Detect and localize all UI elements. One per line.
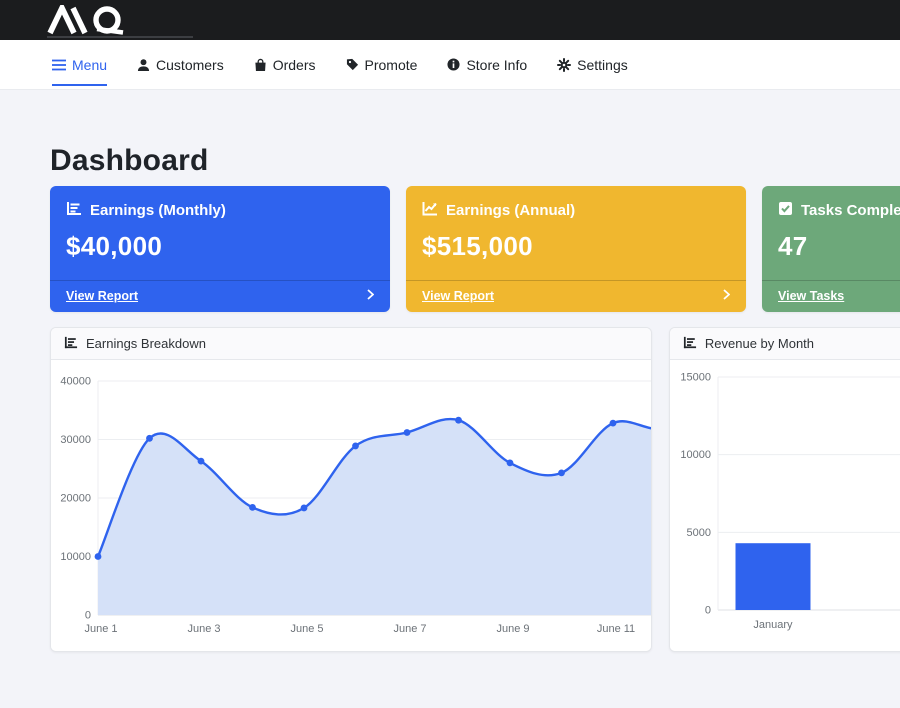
- svg-text:June 5: June 5: [290, 623, 323, 635]
- svg-text:June 3: June 3: [187, 623, 220, 635]
- charts-row: Earnings Breakdown 0 10000 20000 30000 40000…: [50, 327, 900, 652]
- stat-cards-row: Earnings (Monthly) $40,000 View Report E…: [50, 186, 900, 312]
- revenue-by-month-chart: 0 5000 10000 15000 January: [669, 360, 900, 651]
- nav-item-settings[interactable]: Settings: [557, 40, 628, 89]
- view-tasks-link[interactable]: View Tasks: [762, 280, 900, 312]
- svg-text:June 9: June 9: [496, 623, 529, 635]
- stat-card-value: $515,000: [422, 231, 533, 261]
- page-title: Dashboard: [50, 144, 209, 177]
- nav-item-label: Promote: [364, 56, 418, 73]
- chart-bar-icon: [683, 336, 697, 352]
- chevron-right-icon: [367, 289, 375, 303]
- stat-card-title: Earnings (Annual): [446, 202, 576, 219]
- svg-text:June 7: June 7: [393, 623, 426, 635]
- chart-bar-icon: [66, 201, 82, 220]
- svg-text:January: January: [753, 619, 793, 631]
- info-icon: [447, 58, 460, 71]
- svg-text:June 11: June 11: [597, 623, 635, 635]
- svg-text:June 1: June 1: [84, 623, 117, 635]
- nav-item-store-info[interactable]: Store Info: [447, 40, 527, 89]
- stat-card-title: Earnings (Monthly): [90, 202, 226, 219]
- svg-text:10000: 10000: [60, 551, 91, 563]
- dashboard-page: Dashboard Earnings (Monthly) $40,000 Vie…: [50, 144, 900, 652]
- tag-icon: [346, 58, 359, 71]
- top-app-bar: [0, 0, 900, 40]
- svg-text:5000: 5000: [686, 527, 710, 539]
- svg-text:30000: 30000: [60, 434, 91, 446]
- main-navbar: Menu Customers Orders Promote Store Info: [0, 40, 900, 90]
- nav-item-label: Store Info: [466, 56, 528, 73]
- svg-text:0: 0: [705, 605, 711, 617]
- nav-item-menu[interactable]: Menu: [52, 40, 108, 89]
- stat-card-earnings-monthly: Earnings (Monthly) $40,000 View Report: [50, 186, 390, 312]
- svg-text:15000: 15000: [680, 372, 711, 384]
- bag-icon: [254, 58, 267, 72]
- mq-logo[interactable]: [47, 1, 137, 40]
- nav-item-label: Customers: [156, 56, 224, 73]
- earnings-breakdown-chart: 0 10000 20000 30000 40000 June 1 June 3 June 5 J…: [51, 360, 651, 651]
- stat-card-value: $40,000: [66, 231, 163, 261]
- user-icon: [137, 58, 150, 72]
- nav-item-orders[interactable]: Orders: [254, 40, 316, 89]
- view-report-link[interactable]: View Report: [406, 280, 746, 312]
- svg-text:10000: 10000: [680, 449, 711, 461]
- stat-card-earnings-annual: Earnings (Annual) $515,000 View Report: [406, 186, 746, 312]
- stat-card-tasks-completed: Tasks Completed 47 View Tasks: [762, 186, 900, 312]
- chart-bar-icon: [64, 336, 78, 352]
- nav-item-label: Settings: [577, 56, 628, 73]
- svg-text:0: 0: [85, 610, 91, 622]
- earnings-breakdown-card: Earnings Breakdown 0 10000 20000 30000 40000…: [50, 327, 652, 652]
- hamburger-icon: [52, 59, 66, 71]
- stat-card-value: 47: [778, 231, 808, 261]
- check-square-icon: [778, 201, 793, 220]
- revenue-by-month-card: Revenue by Month 0 5000 10000 15000 January: [668, 327, 900, 652]
- chart-card-title: Earnings Breakdown: [86, 336, 206, 351]
- nav-item-promote[interactable]: Promote: [346, 40, 418, 89]
- nav-item-label: Menu: [72, 56, 108, 73]
- chart-line-icon: [422, 201, 438, 220]
- gear-icon: [557, 57, 572, 72]
- nav-item-customers[interactable]: Customers: [137, 40, 224, 89]
- svg-text:20000: 20000: [60, 493, 91, 505]
- chevron-right-icon: [723, 289, 731, 303]
- nav-item-label: Orders: [272, 56, 316, 73]
- logo-underline: [47, 36, 193, 38]
- svg-text:40000: 40000: [60, 376, 91, 388]
- chart-card-title: Revenue by Month: [704, 336, 815, 351]
- stat-card-title: Tasks Completed: [801, 202, 900, 219]
- view-report-link[interactable]: View Report: [50, 280, 390, 312]
